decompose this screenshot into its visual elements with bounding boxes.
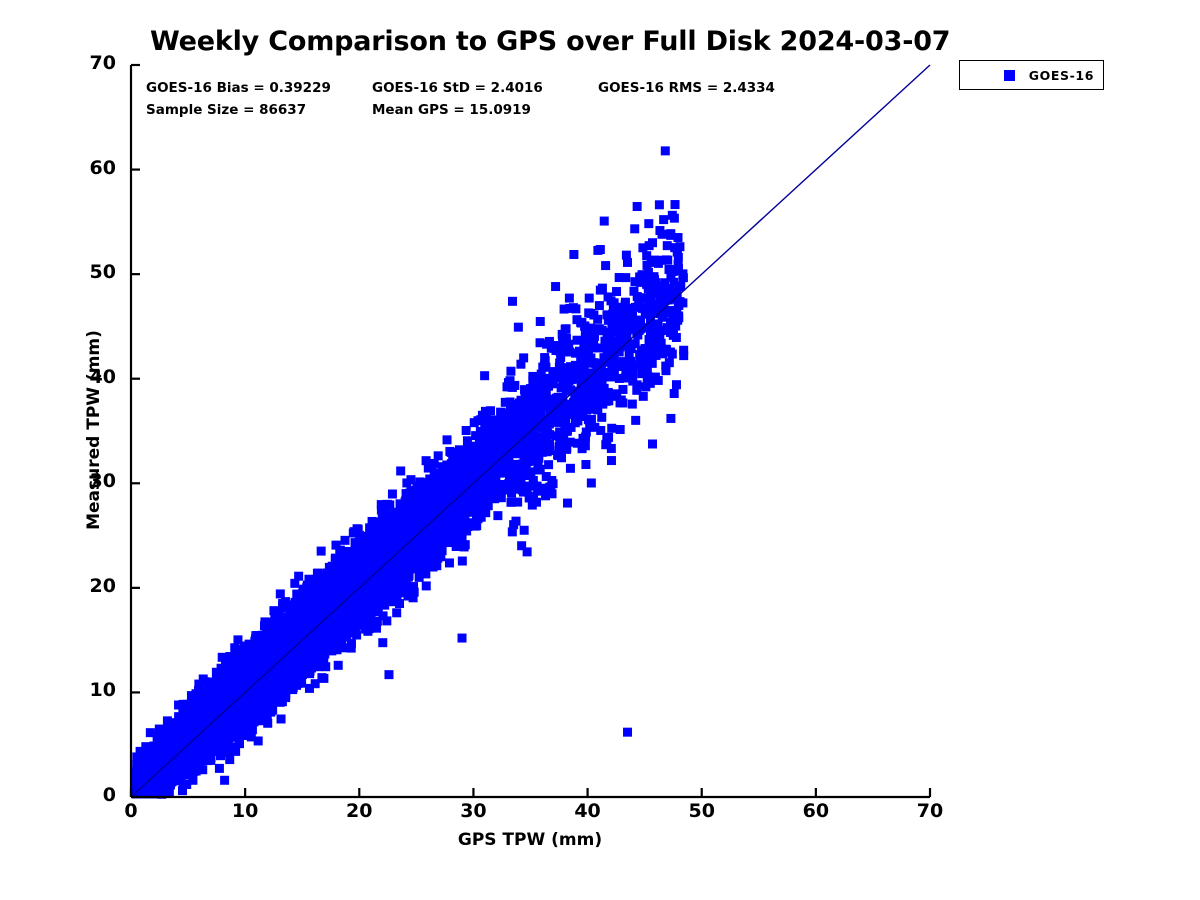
scatter-point [327, 645, 337, 655]
scatter-point [346, 638, 356, 648]
scatter-point [618, 321, 628, 331]
scatter-point [333, 660, 343, 670]
scatter-point [662, 241, 672, 251]
scatter-point [555, 435, 565, 445]
scatter-point [679, 345, 689, 355]
scatter-point [177, 786, 187, 796]
scatter-point [597, 412, 607, 422]
scatter-point [635, 356, 645, 366]
scatter-point [582, 346, 592, 356]
scatter-point [457, 556, 467, 566]
scatter-point [230, 643, 240, 653]
scatter-point [528, 376, 538, 386]
scatter-point [588, 404, 598, 414]
scatter-point [395, 499, 405, 509]
stat-std: GOES-16 StD = 2.4016 [372, 80, 543, 96]
scatter-point [421, 569, 431, 579]
scatter-point [186, 691, 196, 701]
scatter-point [596, 425, 606, 435]
scatter-point [317, 673, 327, 683]
scatter-point [578, 411, 588, 421]
scatter-point [372, 623, 382, 633]
scatter-point [340, 643, 350, 653]
stat-mean-gps: Mean GPS = 15.0919 [372, 102, 531, 118]
scatter-point [294, 571, 304, 581]
scatter-point [630, 277, 640, 287]
page-title: Weekly Comparison to GPS over Full Disk … [150, 26, 951, 57]
scatter-point [214, 763, 224, 773]
scatter-point [290, 578, 300, 588]
scatter-point [572, 438, 582, 448]
scatter-point [581, 341, 591, 351]
scatter-point [603, 292, 613, 302]
scatter-point [593, 343, 603, 353]
scatter-point [642, 251, 652, 261]
scatter-point [504, 471, 514, 480]
stat-bias: GOES-16 Bias = 0.39229 [146, 80, 331, 96]
stat-rms: GOES-16 RMS = 2.4334 [598, 80, 775, 96]
scatter-point [505, 430, 515, 440]
scatter-point [604, 371, 614, 381]
scatter-point [194, 679, 204, 689]
scatter-point [310, 679, 320, 689]
scatter-point [330, 553, 340, 563]
scatter-point [313, 568, 323, 578]
scatter-point [519, 353, 529, 363]
scatter-point [572, 335, 582, 345]
scatter-point [198, 765, 208, 775]
scatter-point [387, 489, 397, 499]
scatter-point [678, 273, 688, 283]
scatter-point [421, 456, 431, 466]
scatter-point [246, 732, 256, 742]
scatter-point [493, 511, 503, 521]
scatter-point [260, 617, 270, 627]
scatter-point [429, 458, 439, 468]
scatter-point [544, 381, 554, 391]
scatter-point [403, 591, 413, 601]
scatter-point [382, 616, 392, 626]
scatter-point [319, 655, 329, 665]
scatter-point [414, 572, 424, 582]
scatter-point [182, 780, 192, 790]
stat-sample-size: Sample Size = 86637 [146, 102, 307, 118]
scatter-point [396, 466, 406, 476]
scatter-point [340, 535, 350, 545]
scatter-point [390, 507, 400, 517]
scatter-point [304, 683, 314, 693]
scatter-point [679, 351, 689, 361]
scatter-point [660, 278, 670, 288]
scatter-point [275, 589, 285, 599]
scatter-point [316, 546, 326, 556]
scatter-point [376, 500, 386, 510]
scatter-point [198, 674, 208, 684]
scatter-point [451, 542, 461, 552]
scatter-point [346, 643, 356, 653]
scatter-point [378, 638, 388, 648]
scatter-point [288, 685, 298, 695]
scatter-point [644, 323, 654, 333]
scatter-point [409, 582, 419, 592]
scatter-point [521, 416, 531, 426]
scatter-point [241, 731, 251, 741]
scatter-point [614, 373, 624, 383]
scatter-point [276, 714, 286, 724]
scatter-point [610, 304, 620, 314]
scatter-point [278, 600, 288, 610]
scatter-point [607, 363, 617, 373]
scatter-point [231, 746, 241, 756]
scatter-points-layer [132, 146, 689, 799]
scatter-point [446, 538, 456, 548]
scatter-point [395, 599, 405, 609]
scatter-point [274, 608, 284, 618]
scatter-point [462, 436, 472, 446]
